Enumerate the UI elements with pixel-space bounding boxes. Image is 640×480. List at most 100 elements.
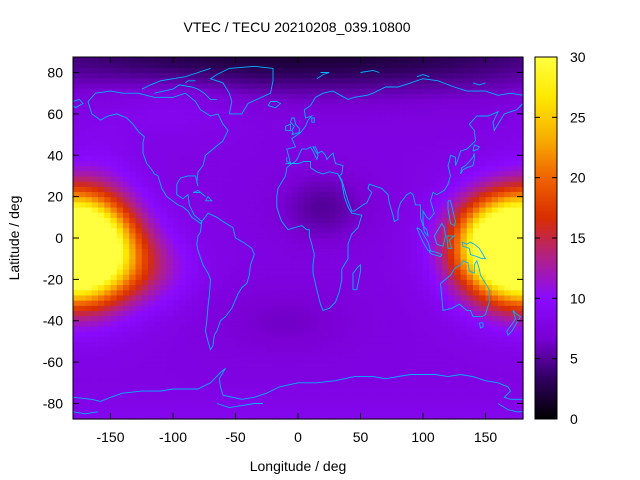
heat-cell — [241, 351, 249, 358]
heat-cell — [435, 341, 443, 348]
heat-cell — [241, 356, 249, 363]
heat-cell — [348, 274, 355, 280]
heat-cell — [91, 82, 99, 89]
heat-cell — [510, 217, 518, 224]
heat-cell — [148, 398, 155, 405]
heat-cell — [423, 88, 430, 94]
heat-cell — [285, 243, 293, 249]
heat-cell — [285, 387, 293, 394]
heat-cell — [273, 263, 280, 270]
heat-cell — [404, 57, 412, 63]
heat-cell — [466, 170, 474, 177]
heat-cell — [166, 315, 174, 322]
heat-cell — [348, 212, 355, 218]
heat-cell — [491, 387, 499, 394]
heat-cell — [98, 67, 105, 74]
heat-cell — [104, 387, 112, 394]
heat-cell — [360, 351, 368, 358]
heat-cell — [104, 206, 112, 213]
heat-cell — [229, 413, 237, 420]
heat-cell — [373, 232, 380, 239]
heat-cell — [91, 315, 99, 322]
heat-cell — [154, 289, 162, 296]
heat-cell — [110, 206, 118, 213]
heat-cell — [191, 232, 199, 239]
heat-cell — [379, 372, 387, 379]
heat-cell — [304, 294, 312, 301]
heat-cell — [191, 372, 199, 379]
heat-cell — [204, 175, 212, 182]
heat-cell — [429, 413, 437, 420]
heat-cell — [166, 284, 174, 291]
heat-cell — [466, 289, 474, 296]
heat-cell — [254, 263, 262, 270]
heat-cell — [91, 217, 99, 224]
heat-cell — [260, 310, 268, 317]
heat-cell — [491, 160, 499, 167]
heat-cell — [129, 98, 137, 105]
heat-cell — [379, 377, 387, 384]
heat-cell — [485, 351, 493, 358]
heat-cell — [216, 377, 224, 384]
heat-cell — [366, 243, 374, 249]
heat-cell — [191, 196, 199, 203]
heat-cell — [279, 206, 287, 213]
heat-cell — [310, 103, 318, 110]
heat-cell — [379, 243, 387, 249]
heat-cell — [154, 98, 162, 105]
heat-cell — [148, 289, 155, 296]
heat-cell — [123, 269, 130, 275]
heat-cell — [485, 191, 493, 198]
heat-cell — [166, 201, 174, 208]
heat-cell — [341, 124, 349, 130]
heat-cell — [204, 248, 212, 255]
heat-cell — [379, 263, 387, 270]
heat-cell — [516, 372, 524, 379]
heat-cell — [298, 238, 305, 244]
heat-cell — [360, 253, 368, 260]
heat-cell — [441, 77, 449, 84]
heat-cell — [479, 274, 487, 280]
heat-cell — [266, 341, 274, 348]
heat-cell — [410, 113, 418, 120]
heat-cell — [173, 103, 180, 110]
heat-cell — [354, 232, 362, 239]
heat-cell — [385, 351, 393, 358]
heat-cell — [335, 387, 343, 394]
heat-cell — [473, 325, 480, 332]
heat-cell — [204, 124, 212, 130]
heat-cell — [454, 294, 462, 301]
heat-cell — [204, 398, 212, 405]
heat-cell — [498, 294, 505, 301]
heat-cell — [510, 243, 518, 249]
heat-cell — [241, 377, 249, 384]
heat-cell — [110, 310, 118, 317]
heat-cell — [310, 139, 318, 146]
heat-cell — [441, 129, 449, 136]
heat-cell — [510, 93, 518, 99]
heat-cell — [398, 160, 405, 167]
heat-cell — [185, 372, 193, 379]
heat-cell — [154, 144, 162, 151]
heat-cell — [454, 232, 462, 239]
heat-cell — [323, 305, 330, 311]
heat-cell — [116, 57, 124, 63]
heat-cell — [485, 129, 493, 136]
heat-cell — [191, 170, 199, 177]
heat-cell — [435, 232, 443, 239]
heat-cell — [435, 263, 443, 270]
heat-cell — [423, 310, 430, 317]
heat-cell — [266, 310, 274, 317]
heat-cell — [285, 305, 293, 311]
heat-cell — [98, 186, 105, 193]
heat-cell — [298, 77, 305, 84]
heat-cell — [98, 212, 105, 218]
heat-cell — [279, 377, 287, 384]
heat-cell — [391, 346, 399, 353]
heat-cell — [160, 408, 168, 415]
heat-cell — [485, 160, 493, 167]
heat-cell — [173, 403, 180, 410]
heat-cell — [460, 227, 468, 234]
heat-cell — [141, 144, 149, 151]
heat-cell — [316, 382, 324, 389]
